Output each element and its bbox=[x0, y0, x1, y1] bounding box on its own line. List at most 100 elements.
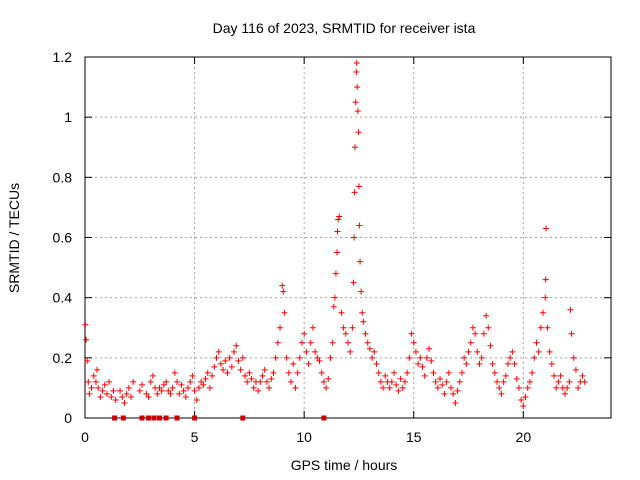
data-point bbox=[90, 372, 97, 379]
data-point bbox=[472, 330, 479, 337]
zero-point bbox=[192, 415, 198, 421]
data-point bbox=[303, 348, 310, 355]
data-point bbox=[548, 360, 555, 367]
y-axis-label: SRMTID / TECUs bbox=[6, 183, 22, 293]
data-point bbox=[274, 339, 281, 346]
data-point bbox=[531, 354, 538, 361]
data-point bbox=[237, 366, 244, 373]
data-point bbox=[307, 339, 314, 346]
data-point bbox=[108, 393, 115, 400]
grid-lines bbox=[85, 57, 611, 418]
data-point bbox=[106, 378, 113, 385]
data-point bbox=[439, 381, 446, 388]
data-point bbox=[417, 354, 424, 361]
data-point bbox=[206, 384, 213, 391]
data-point bbox=[544, 324, 551, 331]
data-point bbox=[354, 84, 361, 91]
data-point bbox=[169, 384, 176, 391]
data-point bbox=[542, 294, 549, 301]
data-point bbox=[270, 369, 277, 376]
data-point bbox=[154, 390, 161, 397]
data-point bbox=[377, 378, 384, 385]
data-point bbox=[233, 342, 240, 349]
data-point bbox=[355, 129, 362, 136]
y-tick-label: 1 bbox=[64, 109, 72, 125]
data-markers bbox=[82, 60, 588, 409]
data-point bbox=[358, 288, 365, 295]
data-point bbox=[404, 369, 411, 376]
data-point bbox=[529, 369, 536, 376]
data-point bbox=[189, 372, 196, 379]
data-point bbox=[350, 279, 357, 286]
data-point bbox=[480, 330, 487, 337]
data-point bbox=[97, 393, 104, 400]
data-point bbox=[568, 330, 575, 337]
y-tick-label: 0.4 bbox=[53, 290, 73, 306]
data-point bbox=[325, 375, 332, 382]
data-point bbox=[320, 378, 327, 385]
data-point bbox=[217, 360, 224, 367]
data-point bbox=[500, 378, 507, 385]
zero-point bbox=[240, 415, 246, 421]
x-tick-label: 10 bbox=[296, 429, 312, 445]
plot-frame bbox=[84, 56, 612, 419]
data-point bbox=[158, 387, 165, 394]
data-point bbox=[537, 324, 544, 331]
data-point bbox=[147, 378, 154, 385]
data-point bbox=[130, 378, 137, 385]
y-tick-label: 0.8 bbox=[53, 169, 73, 185]
data-point bbox=[235, 357, 242, 364]
data-point bbox=[121, 399, 128, 406]
data-point bbox=[564, 384, 571, 391]
data-point bbox=[345, 339, 351, 346]
data-point bbox=[224, 369, 231, 376]
data-point bbox=[520, 402, 527, 409]
data-point bbox=[180, 387, 187, 394]
y-tick-label: 0 bbox=[64, 410, 72, 426]
data-point bbox=[294, 369, 301, 376]
data-point bbox=[279, 282, 286, 289]
data-point bbox=[489, 360, 496, 367]
data-point bbox=[182, 393, 189, 400]
data-point bbox=[380, 384, 387, 391]
data-point bbox=[123, 390, 130, 397]
data-point bbox=[543, 225, 550, 232]
data-point bbox=[494, 378, 501, 385]
data-point bbox=[388, 378, 395, 385]
zero-point bbox=[139, 415, 145, 421]
data-point bbox=[469, 324, 476, 331]
data-point bbox=[191, 387, 198, 394]
data-point bbox=[432, 378, 439, 385]
zero-point bbox=[157, 415, 163, 421]
data-point bbox=[272, 354, 279, 361]
data-point bbox=[518, 396, 525, 403]
zero-markers bbox=[112, 415, 327, 421]
chart-title: Day 116 of 2023, SRMTID for receiver ist… bbox=[213, 20, 476, 36]
data-point bbox=[145, 393, 152, 400]
data-point bbox=[323, 384, 330, 391]
data-point bbox=[375, 369, 382, 376]
data-point bbox=[415, 360, 422, 367]
data-point bbox=[419, 363, 426, 370]
zero-point bbox=[174, 415, 180, 421]
data-point bbox=[163, 378, 170, 385]
data-point bbox=[450, 390, 457, 397]
data-point bbox=[467, 339, 474, 346]
data-point bbox=[401, 378, 408, 385]
zero-point bbox=[151, 415, 157, 421]
data-point bbox=[318, 369, 325, 376]
data-point bbox=[285, 369, 292, 376]
data-point bbox=[567, 306, 574, 313]
data-point bbox=[476, 360, 483, 367]
data-point bbox=[572, 366, 579, 373]
data-point bbox=[336, 213, 343, 220]
data-point bbox=[555, 378, 562, 385]
data-point bbox=[570, 354, 577, 361]
data-point bbox=[362, 330, 369, 337]
data-point bbox=[283, 354, 290, 361]
x-axis-ticks: 0 5 10 15 20 bbox=[81, 57, 531, 445]
data-point bbox=[338, 309, 345, 316]
data-point bbox=[342, 330, 349, 337]
data-point bbox=[83, 336, 90, 343]
x-tick-label: 15 bbox=[406, 429, 422, 445]
